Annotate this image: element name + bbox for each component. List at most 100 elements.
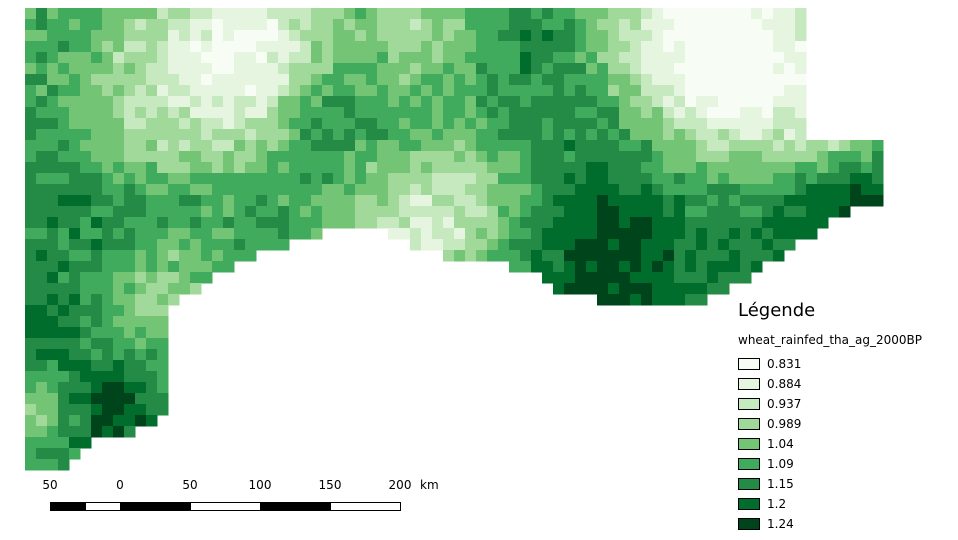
raster-cell (212, 63, 224, 75)
raster-cell (729, 63, 741, 75)
legend-label: 0.989 (767, 417, 802, 431)
raster-cell (828, 184, 840, 196)
raster-cell (542, 184, 554, 196)
raster-cell (641, 63, 653, 75)
raster-cell (102, 349, 114, 361)
raster-cell (47, 272, 59, 284)
raster-cell (113, 239, 125, 251)
raster-cell (487, 184, 499, 196)
raster-cell (509, 30, 521, 42)
raster-cell (652, 162, 664, 174)
raster-cell (333, 30, 345, 42)
raster-cell (542, 239, 554, 251)
raster-cell (47, 239, 59, 251)
raster-cell (630, 250, 642, 262)
raster-cell (289, 184, 301, 196)
raster-cell (740, 173, 752, 185)
raster-cell (135, 30, 147, 42)
raster-cell (311, 8, 323, 20)
raster-cell (630, 30, 642, 42)
raster-cell (135, 228, 147, 240)
raster-cell (542, 140, 554, 152)
raster-cell (91, 118, 103, 130)
raster-cell (575, 129, 587, 141)
raster-cell (718, 195, 730, 207)
raster-cell (597, 63, 609, 75)
raster-cell (355, 41, 367, 53)
raster-cell (575, 217, 587, 229)
raster-cell (47, 206, 59, 218)
raster-cell (674, 52, 686, 64)
legend-label: 0.884 (767, 377, 802, 391)
raster-cell (190, 19, 202, 31)
raster-cell (190, 272, 202, 284)
raster-cell (619, 228, 631, 240)
raster-cell (564, 239, 576, 251)
raster-cell (432, 118, 444, 130)
raster-cell (641, 217, 653, 229)
raster-cell (806, 173, 818, 185)
raster-cell (718, 8, 730, 20)
raster-cell (432, 151, 444, 163)
raster-cell (729, 217, 741, 229)
raster-cell (410, 140, 422, 152)
raster-cell (366, 217, 378, 229)
raster-cell (520, 96, 532, 108)
raster-cell (564, 184, 576, 196)
raster-cell (333, 85, 345, 97)
legend-swatch (738, 358, 760, 370)
raster-cell (773, 195, 785, 207)
raster-cell (179, 41, 191, 53)
raster-cell (256, 96, 268, 108)
raster-cell (740, 63, 752, 75)
raster-cell (575, 52, 587, 64)
raster-cell (113, 63, 125, 75)
raster-cell (454, 107, 466, 119)
raster-cell (751, 206, 763, 218)
raster-cell (476, 217, 488, 229)
raster-cell (542, 63, 554, 75)
raster-cell (36, 129, 48, 141)
raster-cell (498, 129, 510, 141)
raster-cell (850, 195, 862, 207)
raster-cell (25, 228, 37, 240)
raster-cell (344, 74, 356, 86)
raster-cell (91, 338, 103, 350)
raster-cell (179, 173, 191, 185)
raster-cell (421, 52, 433, 64)
raster-cell (146, 327, 158, 339)
raster-cell (553, 261, 565, 273)
raster-cell (421, 206, 433, 218)
raster-cell (135, 239, 147, 251)
raster-cell (498, 107, 510, 119)
raster-cell (212, 52, 224, 64)
raster-cell (564, 85, 576, 97)
raster-cell (619, 294, 631, 306)
legend-swatch (738, 498, 760, 510)
raster-cell (564, 74, 576, 86)
raster-cell (564, 129, 576, 141)
raster-cell (509, 228, 521, 240)
raster-cell (91, 129, 103, 141)
raster-cell (762, 52, 774, 64)
raster-cell (685, 140, 697, 152)
raster-cell (498, 96, 510, 108)
raster-cell (520, 85, 532, 97)
raster-cell (718, 239, 730, 251)
raster-cell (498, 19, 510, 31)
raster-cell (135, 41, 147, 53)
raster-cell (322, 63, 334, 75)
raster-cell (410, 8, 422, 20)
raster-cell (707, 217, 719, 229)
raster-cell (102, 283, 114, 295)
raster-cell (751, 250, 763, 262)
raster-cell (135, 52, 147, 64)
raster-cell (443, 162, 455, 174)
raster-cell (377, 129, 389, 141)
raster-cell (531, 52, 543, 64)
raster-cell (663, 283, 675, 295)
raster-cell (36, 96, 48, 108)
raster-cell (190, 8, 202, 20)
raster-cell (245, 96, 257, 108)
raster-cell (168, 162, 180, 174)
